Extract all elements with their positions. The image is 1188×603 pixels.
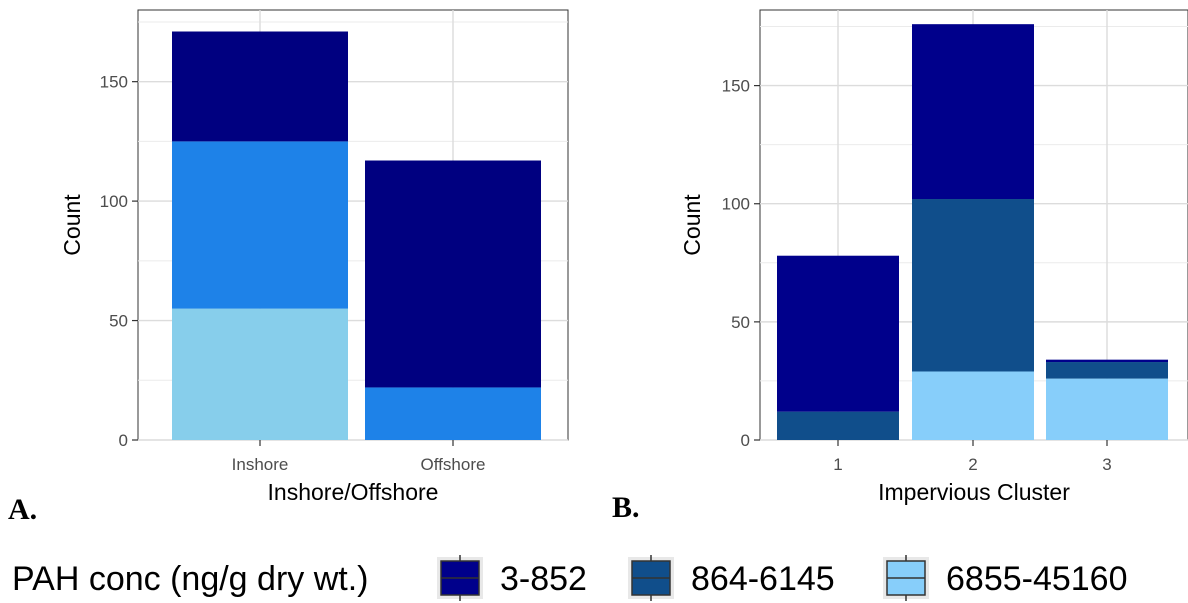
bar-segment: [365, 387, 541, 440]
legend-item-1: 3-852: [437, 555, 587, 601]
y-tick-label: 0: [119, 431, 128, 450]
x-tick-label: Inshore: [232, 455, 289, 474]
bar-segment: [1046, 362, 1168, 379]
bar-segment: [172, 308, 348, 440]
legend: PAH conc (ng/g dry wt.) 3-852 864-6145 6…: [12, 555, 1128, 601]
legend-title: PAH conc (ng/g dry wt.): [12, 560, 369, 598]
legend-label-3: 6855-45160: [946, 560, 1128, 598]
y-tick-label: 150: [722, 77, 750, 96]
legend-label-1: 3-852: [500, 560, 587, 598]
y-tick-label: 100: [100, 192, 128, 211]
panel-b-tag: B.: [612, 491, 640, 524]
legend-item-2: 864-6145: [628, 555, 835, 601]
y-tick-label: 150: [100, 73, 128, 92]
legend-item-3: 6855-45160: [883, 555, 1128, 601]
x-axis-title: Inshore/Offshore: [268, 479, 439, 505]
panel-b-chart: 0 50 100 150 1 2 3 Impervious Cluster Count: [679, 9, 1188, 505]
x-tick-label: Offshore: [421, 455, 486, 474]
y-axis-title: Count: [679, 194, 705, 256]
bar-segment: [1046, 359, 1168, 363]
y-tick-label: 100: [722, 195, 750, 214]
x-tick-label: 1: [833, 455, 842, 474]
y-tick-label: 50: [109, 312, 128, 331]
bar-segment: [912, 24, 1034, 200]
x-axis-title: Impervious Cluster: [878, 479, 1070, 505]
bar-segment: [777, 255, 899, 412]
panel-a-tag: A.: [8, 493, 37, 526]
legend-label-2: 864-6145: [691, 560, 835, 598]
panel-a-chart: 0 50 100 150 Inshore Offshore Inshore/Offshore…: [59, 9, 569, 505]
x-tick-label: 3: [1102, 455, 1111, 474]
bar-segment: [1046, 378, 1168, 440]
y-tick-label: 50: [731, 313, 750, 332]
x-tick-label: 2: [968, 455, 977, 474]
bar-segment: [172, 31, 348, 142]
y-axis-title: Count: [59, 194, 85, 256]
bar-segment: [365, 160, 541, 388]
bar-segment: [172, 141, 348, 309]
y-tick-label: 0: [741, 431, 750, 450]
bar-segment: [912, 371, 1034, 440]
bar-segment: [912, 199, 1034, 372]
bar-segment: [777, 411, 899, 440]
